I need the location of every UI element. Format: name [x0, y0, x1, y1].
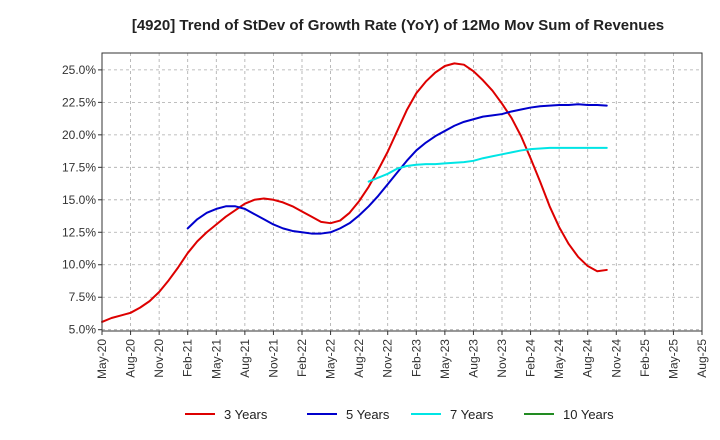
x-tick-label: Feb-22	[295, 339, 309, 377]
y-tick-label: 5.0%	[69, 323, 97, 337]
y-tick-label: 15.0%	[62, 193, 96, 207]
y-tick-label: 17.5%	[62, 160, 96, 174]
x-tick-label: Aug-21	[238, 339, 252, 378]
y-tick-label: 12.5%	[62, 225, 96, 239]
series-layer	[101, 62, 608, 323]
x-tick-label: Nov-24	[609, 339, 623, 378]
x-axis: May-20 Aug-20 Nov-20 Feb-21 May-21 Aug-21 Nov-…	[95, 331, 709, 379]
legend-label-10-years: 10 Years	[563, 407, 614, 422]
x-tick-label: May-25	[666, 339, 680, 379]
x-tick-label: Nov-22	[381, 339, 395, 378]
x-tick-label: Aug-24	[581, 339, 595, 378]
x-tick-label: Aug-23	[466, 339, 480, 378]
x-tick-label: Aug-22	[352, 339, 366, 378]
x-tick-label: Feb-23	[409, 339, 423, 377]
grid-lines	[101, 53, 703, 331]
legend-label-5-years: 5 Years	[346, 407, 390, 422]
x-tick-label: May-23	[438, 339, 452, 379]
series-line-5-years	[186, 103, 608, 235]
plot-background	[102, 53, 702, 331]
x-tick-label: Feb-25	[638, 339, 652, 377]
y-tick-label: 25.0%	[62, 63, 96, 77]
legend: 3 Years 5 Years 7 Years 10 Years	[185, 407, 614, 422]
x-tick-label: Feb-21	[181, 339, 195, 377]
y-axis: 5.0% 7.5% 10.0% 12.5% 15.0% 17.5% 20.0% 22.5% 25…	[62, 63, 102, 337]
x-tick-label: May-21	[209, 339, 223, 379]
x-tick-label: Feb-24	[524, 339, 538, 377]
x-tick-label: Aug-20	[124, 339, 138, 378]
x-tick-label: Nov-21	[266, 339, 280, 378]
y-tick-label: 10.0%	[62, 258, 96, 272]
x-tick-label: Nov-20	[152, 339, 166, 378]
x-tick-label: May-24	[552, 339, 566, 379]
y-tick-label: 20.0%	[62, 128, 96, 142]
chart-title: [4920] Trend of StDev of Growth Rate (Yo…	[132, 17, 664, 34]
series-line-7-years	[367, 146, 608, 183]
y-tick-label: 7.5%	[69, 290, 97, 304]
x-tick-label: Nov-23	[495, 339, 509, 378]
plot-area	[101, 52, 703, 332]
x-tick-label: May-22	[324, 339, 338, 379]
plot-border	[101, 52, 703, 332]
legend-label-7-years: 7 Years	[450, 407, 494, 422]
y-tick-label: 22.5%	[62, 95, 96, 109]
x-tick-label: May-20	[95, 339, 109, 379]
series-line-3-years	[101, 62, 608, 323]
legend-label-3-years: 3 Years	[224, 407, 268, 422]
x-tick-label: Aug-25	[695, 339, 709, 378]
